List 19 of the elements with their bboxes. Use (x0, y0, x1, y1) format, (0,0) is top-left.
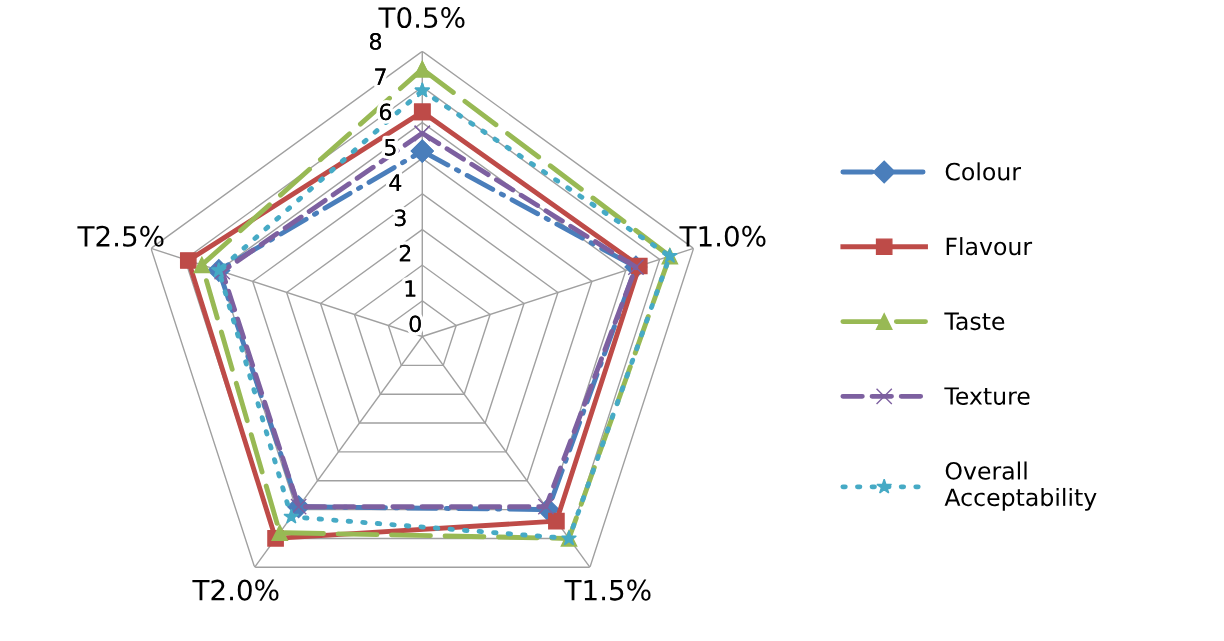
legend-label: Overall Acceptability (944, 461, 1097, 511)
y-tick-label: 2 (399, 244, 411, 262)
spoke-label: T2.0% (192, 579, 279, 601)
legend-label: Flavour (946, 237, 1033, 256)
spoke-label: T1.5% (564, 579, 651, 601)
y-tick-label: 0 (409, 315, 421, 333)
legend-label: Taste (944, 312, 1005, 331)
y-tick-label: 8 (369, 32, 382, 50)
y-tick-label: 1 (405, 280, 416, 297)
spoke-label: T1.0% (679, 225, 766, 247)
y-tick-label: 3 (394, 209, 406, 227)
y-tick-label: 4 (389, 174, 402, 191)
y-tick-label: 7 (375, 68, 386, 85)
y-tick-label: 5 (385, 139, 396, 156)
legend-label: Colour (945, 162, 1022, 181)
y-tick-label: 6 (379, 103, 392, 121)
legend-label: Texture (944, 387, 1030, 405)
spoke-label: T0.5% (378, 7, 465, 29)
spoke-label: T2.5% (77, 225, 164, 247)
